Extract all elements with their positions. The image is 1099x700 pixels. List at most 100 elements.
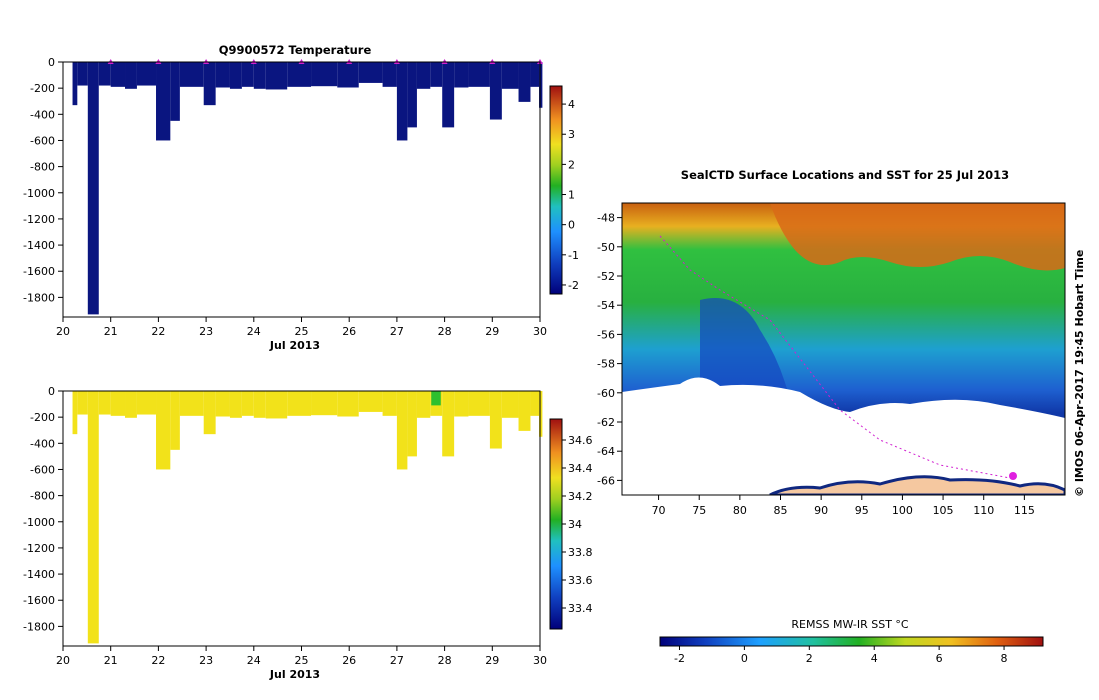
temperature-x-axis: 20 21 22 23 24 25 26 27 28 29 30	[56, 317, 547, 338]
temp-bar-5	[125, 62, 137, 89]
sal-bar-28	[489, 391, 502, 449]
warm-water-patch	[770, 203, 1065, 271]
salinity-colorbar	[549, 418, 563, 630]
sal-ytick-label-5: -1000	[23, 516, 55, 529]
temp-bar-17	[311, 62, 338, 87]
temp-cbtick-label-2: 0	[568, 219, 575, 232]
seal-track	[659, 235, 1011, 479]
temp-bar-23	[416, 62, 431, 89]
sal-xtick-label-4: 24	[247, 654, 261, 667]
sal-bar-20	[382, 391, 397, 416]
temp-bar-7	[156, 62, 171, 141]
sal-bar-31	[530, 391, 540, 416]
lat-tick-label-2: -52	[597, 270, 615, 283]
sst-cbtick-label-3: 4	[871, 652, 878, 665]
lon-tick-label-4: 90	[814, 504, 828, 517]
sal-cbtick-label-1: 33.6	[568, 574, 593, 587]
sal-xtick-label-1: 21	[104, 654, 118, 667]
temperature-plot-frame	[62, 61, 541, 318]
salinity-x-axis: 20 21 22 23 24 25 26 27 28 29 30	[56, 646, 547, 667]
sal-cbtick-label-3: 34	[568, 518, 582, 531]
lon-tick-label-3: 85	[774, 504, 788, 517]
sal-bar-8	[170, 391, 180, 450]
lon-tick-label-0: 70	[652, 504, 666, 517]
temp-bar-13	[241, 62, 254, 87]
temp-ytick-label-6: -1200	[23, 213, 55, 226]
salinity-anomaly-bar	[431, 391, 441, 406]
temp-bar-1	[77, 62, 88, 86]
salinity-panel: 0 -200 -400 -600 -800 -1000 -1200 -1400 -1600 -18…	[23, 385, 592, 681]
lat-tick-label-8: -64	[597, 445, 615, 458]
lon-tick-label-9: 115	[1014, 504, 1035, 517]
sal-bar-27	[468, 391, 490, 416]
temp-xtick-label-3: 23	[199, 325, 213, 338]
lat-tick-label-4: -56	[597, 328, 615, 341]
sst-map-panel: SealCTD Surface Locations and SST for 25…	[597, 168, 1086, 665]
sal-xtick-label-3: 23	[199, 654, 213, 667]
temp-ytick-label-8: -1600	[23, 265, 55, 278]
temp-xtick-label-1: 21	[104, 325, 118, 338]
temp-bar-9	[179, 62, 204, 87]
sal-bar-3	[98, 391, 111, 415]
temp-cbtick-label-3: 1	[568, 189, 575, 202]
sal-bar-18	[337, 391, 359, 417]
temp-xtick-label-5: 25	[295, 325, 309, 338]
sst-cbtick-label-1: 0	[741, 652, 748, 665]
sal-bar-32	[539, 391, 543, 437]
temp-bar-20	[382, 62, 397, 87]
sal-bar-29	[501, 391, 519, 418]
sal-bar-16	[287, 391, 312, 416]
sal-bar-26	[454, 391, 469, 417]
sal-cbtick-label-5: 34.4	[568, 462, 593, 475]
sal-bar-1	[77, 391, 88, 415]
temp-ytick-label-9: -1800	[23, 291, 55, 304]
sal-ytick-label-7: -1400	[23, 568, 55, 581]
temp-xtick-label-0: 20	[56, 325, 70, 338]
sal-ytick-label-3: -600	[30, 463, 55, 476]
temp-xtick-label-6: 26	[342, 325, 356, 338]
lon-tick-label-1: 75	[692, 504, 706, 517]
temp-bar-27	[468, 62, 490, 87]
lat-tick-label-6: -60	[597, 387, 615, 400]
sal-bar-19	[358, 391, 383, 412]
sal-bar-5	[125, 391, 137, 418]
sst-colorbar-ticks: -2 0 2 4 6 8	[674, 646, 1008, 665]
sal-cbtick-label-6: 34.6	[568, 434, 593, 447]
salinity-profile-bars	[72, 391, 543, 644]
seal-location-marker	[1009, 472, 1017, 480]
temp-bar-2	[87, 62, 99, 315]
temp-bar-12	[229, 62, 242, 89]
temp-bar-31	[530, 62, 540, 87]
temp-bar-18	[337, 62, 359, 88]
sal-bar-17	[311, 391, 338, 416]
sal-cbtick-label-2: 33.8	[568, 546, 593, 559]
temp-bar-11	[215, 62, 230, 88]
sal-xtick-label-7: 27	[390, 654, 404, 667]
copyright-side-label: © IMOS 06-Apr-2017 19:45 Hobart Time	[1073, 250, 1086, 497]
temp-cbtick-label-1: -1	[568, 249, 579, 262]
temp-bar-29	[501, 62, 519, 89]
temp-xtick-label-9: 29	[485, 325, 499, 338]
temp-cbtick-label-0: -2	[568, 279, 579, 292]
temp-xtick-label-10: 30	[533, 325, 547, 338]
temp-bar-16	[287, 62, 312, 87]
sal-xtick-label-6: 26	[342, 654, 356, 667]
sal-bar-21	[396, 391, 408, 470]
temp-bar-28	[489, 62, 502, 120]
lon-tick-label-2: 80	[733, 504, 747, 517]
lon-tick-label-6: 100	[892, 504, 913, 517]
temperature-profile-bars	[72, 62, 543, 315]
ice-edge	[622, 377, 1065, 495]
sal-bar-0	[72, 391, 78, 435]
sal-cbtick-label-0: 33.4	[568, 602, 593, 615]
temperature-colorbar	[549, 85, 563, 295]
sst-cbtick-label-0: -2	[674, 652, 685, 665]
sal-bar-25	[442, 391, 455, 457]
sal-xtick-label-0: 20	[56, 654, 70, 667]
sal-ytick-label-6: -1200	[23, 542, 55, 555]
temp-ytick-label-2: -400	[30, 108, 55, 121]
temp-bar-22	[407, 62, 417, 128]
temperature-x-label: Jul 2013	[269, 339, 320, 352]
temp-ytick-label-5: -1000	[23, 187, 55, 200]
sal-bar-6	[136, 391, 157, 415]
